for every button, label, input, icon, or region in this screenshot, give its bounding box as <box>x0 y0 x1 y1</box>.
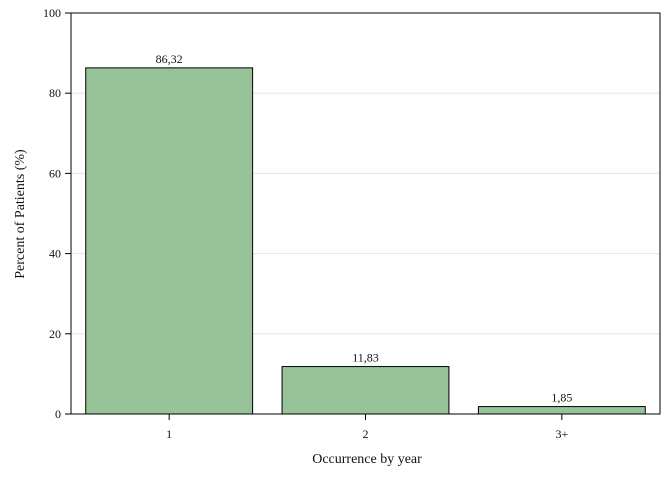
x-tick-label: 2 <box>363 427 369 441</box>
y-tick-label: 60 <box>49 166 61 180</box>
data-label: 1,85 <box>551 391 572 405</box>
y-axis-title: Percent of Patients (%) <box>13 149 28 279</box>
y-tick-label: 0 <box>55 407 61 421</box>
y-tick-label: 20 <box>49 327 61 341</box>
y-tick-label: 100 <box>43 6 61 20</box>
x-tick-label: 1 <box>166 427 172 441</box>
y-tick-label: 80 <box>49 86 61 100</box>
axes <box>65 12 661 420</box>
bar-2 <box>281 366 450 415</box>
data-label: 11,83 <box>352 351 379 365</box>
data-label: 86,32 <box>156 52 183 66</box>
labels: 86,32 1 11,83 2 1,85 3+ 0 20 40 60 80 100 <box>43 6 572 441</box>
y-tick-label: 40 <box>49 247 61 261</box>
bar-1 <box>85 67 254 415</box>
bar-3+ <box>477 406 646 415</box>
x-axis-title: Occurrence by year <box>312 452 422 467</box>
plot-frame <box>70 12 661 415</box>
x-tick-label: 3+ <box>555 427 568 441</box>
